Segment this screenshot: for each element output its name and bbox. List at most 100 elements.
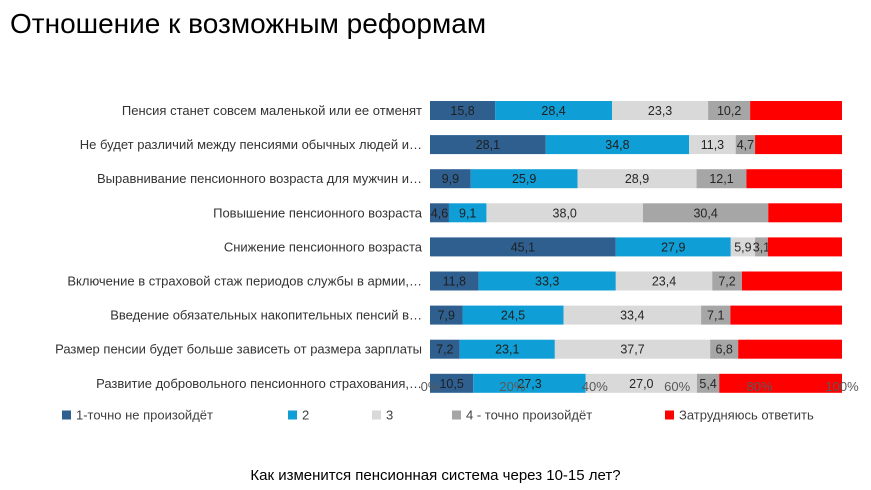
data-label: 27,3 bbox=[517, 377, 541, 391]
bar-segment bbox=[712, 271, 742, 291]
data-label: 11,3 bbox=[701, 138, 724, 152]
category-label: Пенсия станет совсем маленькой или ее от… bbox=[122, 103, 422, 118]
data-label: 15,8 bbox=[450, 104, 474, 118]
bar-segment bbox=[430, 101, 496, 120]
data-label: 23,1 bbox=[495, 343, 519, 357]
x-tick-label: 80% bbox=[747, 379, 773, 394]
data-label: 12,1 bbox=[709, 172, 733, 186]
legend-label: 3 bbox=[386, 408, 393, 423]
x-tick-label: 0% bbox=[421, 379, 440, 394]
bar-segment bbox=[741, 271, 842, 291]
data-label: 7,2 bbox=[436, 343, 453, 357]
data-label: 3,1 bbox=[753, 240, 770, 254]
data-label: 9,1 bbox=[459, 206, 476, 220]
stacked-bar-chart: 15,8 28,4 23,3 10,228,1 34,8 11,3 4,79,9 25,9 28… bbox=[55, 101, 859, 423]
bar-segment bbox=[430, 373, 474, 393]
bar-segment bbox=[615, 237, 731, 257]
legend-label: 4 - точно произойдёт bbox=[466, 408, 592, 423]
bar-segment bbox=[689, 135, 736, 155]
data-label: 5,9 bbox=[734, 240, 751, 254]
bar-segment bbox=[563, 305, 702, 325]
category-label: Выравнивание пенсионного возраста для му… bbox=[97, 171, 422, 186]
legend-label: 2 bbox=[302, 408, 309, 423]
data-label: 34,8 bbox=[605, 138, 629, 152]
legend-label: 1-точно не произойдёт bbox=[76, 408, 213, 423]
bar-segment bbox=[448, 203, 487, 223]
bar-segment bbox=[470, 169, 578, 189]
category-label: Снижение пенсионного возраста bbox=[224, 239, 423, 254]
bar-segment bbox=[615, 271, 713, 291]
bars-layer: 15,8 28,4 23,3 10,2 28,1 34,8 11,3 4,7 9,9 25,9 28… bbox=[430, 101, 842, 393]
data-label: 38,0 bbox=[553, 206, 577, 220]
bar-segment bbox=[462, 305, 564, 325]
bar-segment bbox=[545, 135, 690, 155]
category-label: Развитие добровольного пенсионного страх… bbox=[96, 376, 422, 391]
bar-segment bbox=[768, 203, 842, 223]
bar-segment bbox=[730, 305, 842, 325]
bar-segment bbox=[755, 237, 768, 257]
data-label: 37,7 bbox=[620, 343, 644, 357]
legend-swatch bbox=[452, 410, 461, 420]
data-label: 25,9 bbox=[512, 172, 536, 186]
data-label: 23,4 bbox=[652, 275, 676, 289]
legend-label: Затрудняюсь ответить bbox=[679, 408, 814, 423]
bar-segment bbox=[430, 271, 479, 291]
legend: 1-точно не произойдёт 2 3 4 - точно произой… bbox=[62, 408, 814, 423]
data-label: 4,6 bbox=[431, 206, 448, 220]
bar-segment bbox=[719, 373, 842, 393]
chart-caption: Как изменится пенсионная система через 1… bbox=[250, 467, 621, 484]
bar-segment bbox=[430, 203, 449, 223]
data-label: 28,1 bbox=[476, 138, 500, 152]
data-label: 5,4 bbox=[699, 377, 716, 391]
legend-swatch bbox=[665, 410, 674, 420]
bar-segment bbox=[767, 237, 842, 257]
category-label: Введение обязательных накопительных пенс… bbox=[110, 308, 422, 323]
bar-segment bbox=[696, 169, 747, 189]
data-label: 33,4 bbox=[620, 309, 644, 323]
data-label: 23,3 bbox=[648, 104, 672, 118]
data-label: 28,4 bbox=[541, 104, 565, 118]
bar-segment bbox=[430, 169, 471, 189]
bar-segment bbox=[643, 203, 769, 223]
data-label: 4,7 bbox=[737, 138, 754, 152]
bar-segment bbox=[738, 339, 842, 359]
page-title: Отношение к возможным реформам bbox=[10, 8, 487, 39]
data-label: 27,9 bbox=[661, 240, 685, 254]
bar-segment bbox=[696, 373, 720, 393]
bar-segment bbox=[708, 101, 751, 120]
bar-segment bbox=[478, 271, 616, 291]
data-label: 9,9 bbox=[442, 172, 459, 186]
bar-segment bbox=[612, 101, 709, 120]
bar-segment bbox=[430, 237, 616, 257]
bar-segment bbox=[486, 203, 644, 223]
x-tick-label: 60% bbox=[664, 379, 690, 394]
bar-segment bbox=[577, 169, 697, 189]
bar-segment bbox=[473, 373, 586, 393]
category-label: Включение в страховой стаж периодов служ… bbox=[67, 274, 422, 289]
bar-segment bbox=[735, 135, 756, 155]
data-label: 7,2 bbox=[718, 275, 735, 289]
data-label: 10,5 bbox=[439, 377, 463, 391]
category-label: Размер пенсии будет больше зависеть от р… bbox=[55, 342, 422, 357]
bar-segment bbox=[746, 169, 842, 189]
data-label: 27,0 bbox=[629, 377, 653, 391]
category-label: Повышение пенсионного возраста bbox=[213, 205, 423, 220]
x-tick-label: 40% bbox=[582, 379, 608, 394]
data-label: 7,9 bbox=[438, 309, 455, 323]
bar-segment bbox=[430, 339, 460, 359]
data-label: 11,8 bbox=[443, 275, 466, 289]
bar-segment bbox=[755, 135, 842, 155]
x-tick-label: 20% bbox=[499, 379, 525, 394]
data-label: 28,9 bbox=[625, 172, 649, 186]
data-label: 45,1 bbox=[511, 240, 535, 254]
bar-segment bbox=[430, 305, 463, 325]
legend-swatch bbox=[62, 410, 71, 420]
data-label: 33,3 bbox=[535, 275, 559, 289]
category-label: Не будет различий между пенсиями обычных… bbox=[80, 137, 422, 152]
legend-swatch bbox=[288, 410, 297, 420]
bar-segment bbox=[750, 101, 842, 120]
data-label: 30,4 bbox=[693, 206, 717, 220]
bar-segment bbox=[554, 339, 711, 359]
data-label: 24,5 bbox=[501, 309, 525, 323]
bar-segment bbox=[701, 305, 731, 325]
